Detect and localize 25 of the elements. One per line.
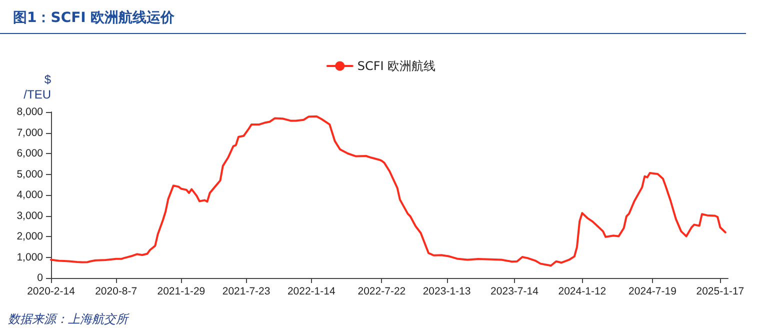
x-tick-label: 2024-1-12: [558, 286, 606, 298]
source-note: 数据来源：上海航交所: [8, 312, 130, 326]
y-tick-label: 6,000: [16, 148, 44, 160]
x-tick-label: 2023-7-14: [490, 286, 539, 298]
chart-title: 图1：SCFI 欧洲航线运价: [13, 9, 176, 26]
legend-label: SCFI 欧洲航线: [357, 59, 436, 73]
line-series: [50, 115, 726, 267]
y-tick-label: 2,000: [16, 230, 44, 242]
y-tick-label: 1,000: [16, 251, 44, 264]
x-tick-label: 2025-1-17: [696, 286, 744, 298]
x-tick-label: 2020-2-14: [27, 286, 76, 298]
y-tick-label: 4,000: [16, 189, 44, 201]
x-tick-label: 2022-7-22: [358, 286, 406, 298]
x-tick-label: 2021-7-23: [222, 286, 270, 298]
x-tick-label: 2024-7-19: [628, 286, 677, 298]
y-axis-title: $ /TEU: [24, 72, 52, 102]
x-tick-label: 2023-1-13: [422, 286, 471, 298]
y-tick-label: 7,000: [16, 126, 44, 139]
y-tick-label: 8,000: [16, 106, 44, 118]
y-tick-label: 5,000: [16, 168, 44, 180]
x-tick-label: 2021-1-29: [157, 286, 206, 298]
y-tick-label: 3,000: [16, 210, 44, 222]
y-tick-label: 0: [37, 272, 44, 284]
x-tick-label: 2022-1-14: [287, 286, 336, 298]
x-tick-label: 2020-8-7: [95, 286, 138, 298]
